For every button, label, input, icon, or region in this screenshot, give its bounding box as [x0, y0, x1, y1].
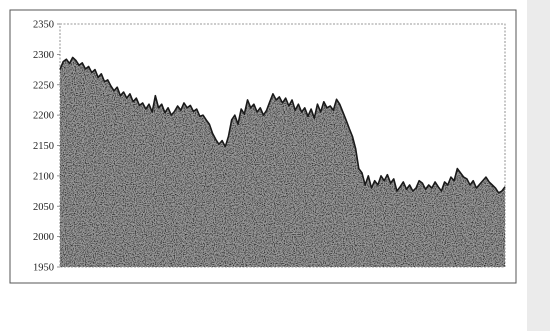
- y-tick-label: 2050: [33, 202, 54, 213]
- y-tick-label: 1950: [33, 263, 54, 274]
- side-panel: [527, 0, 550, 331]
- y-tick-label: 2350: [33, 20, 54, 31]
- y-tick-label: 2250: [33, 80, 54, 91]
- y-tick-label: 2300: [33, 50, 54, 61]
- series-line: [59, 56, 506, 194]
- area-chart: 2350 2300 2250 2200 2150 2100 2050 2000 1950: [9, 9, 517, 284]
- y-tick-label: 2000: [33, 232, 54, 243]
- y-tick-label: 2100: [33, 171, 54, 182]
- y-axis-ticks: 2350 2300 2250 2200 2150 2100 2050 2000 1950: [33, 20, 60, 274]
- y-tick-label: 2150: [33, 141, 54, 152]
- y-tick-label: 2200: [33, 111, 54, 122]
